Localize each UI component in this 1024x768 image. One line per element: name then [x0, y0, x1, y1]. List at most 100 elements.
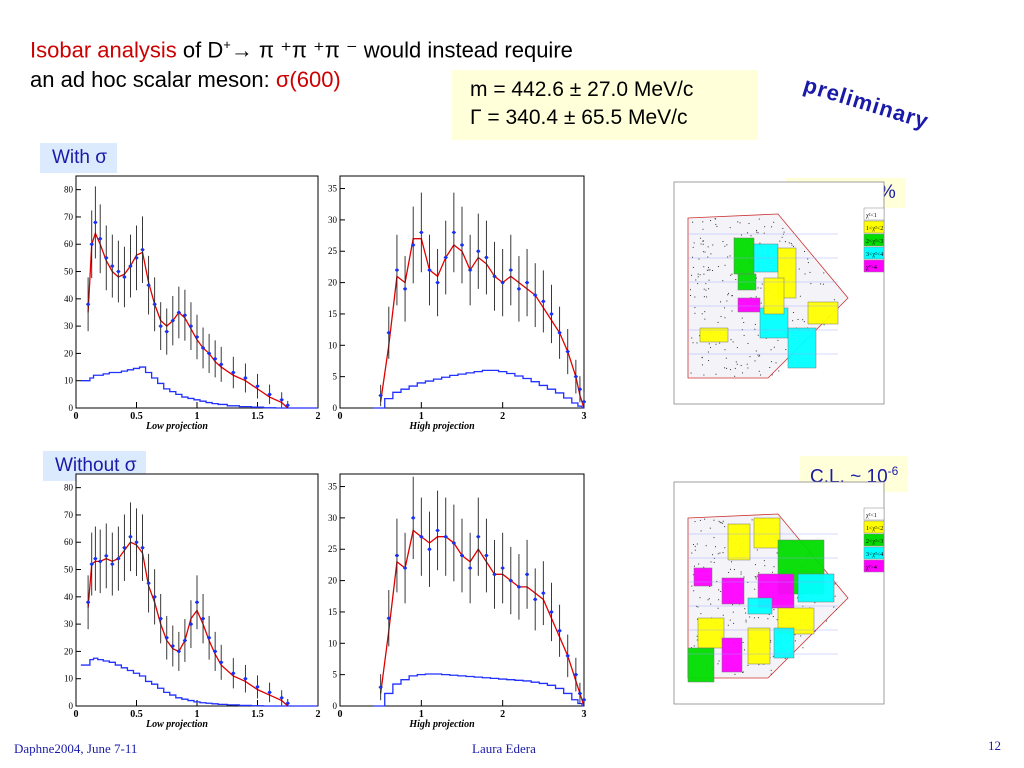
data-point — [286, 403, 290, 407]
dalitz-event-dot — [745, 621, 747, 623]
dalitz-event-dot — [710, 253, 712, 255]
dalitz-event-dot — [696, 605, 698, 607]
dalitz-event-dot — [718, 660, 720, 662]
dalitz-event-dot — [820, 283, 822, 285]
dalitz-event-dot — [729, 255, 731, 257]
fit-series-line — [87, 541, 289, 707]
dalitz-event-dot — [732, 611, 734, 613]
dalitz-event-dot — [784, 241, 786, 243]
dalitz-event-dot — [694, 307, 696, 309]
dalitz-event-dot — [704, 518, 706, 520]
dalitz-event-dot — [750, 297, 752, 299]
dalitz-event-dot — [690, 647, 692, 649]
dalitz-event-dot — [754, 576, 756, 578]
dalitz-event-dot — [747, 367, 749, 369]
data-point — [147, 581, 151, 585]
data-point — [395, 553, 399, 558]
dalitz-event-dot — [807, 258, 809, 260]
dalitz-event-dot — [709, 585, 711, 587]
data-point — [201, 346, 205, 350]
data-point — [541, 591, 545, 595]
data-point — [460, 243, 464, 247]
dalitz-event-dot — [788, 242, 790, 244]
dalitz-event-dot — [692, 574, 694, 576]
data-point — [268, 392, 272, 396]
x-tick-label: 1 — [419, 411, 424, 422]
dalitz-event-dot — [700, 530, 702, 532]
dalitz-event-dot — [697, 283, 699, 285]
dalitz-event-dot — [698, 563, 700, 565]
dalitz-event-dot — [755, 296, 757, 298]
y-tick-label: 80 — [64, 185, 74, 195]
dalitz-event-dot — [804, 250, 806, 252]
dalitz-event-dot — [696, 342, 698, 344]
dalitz-event-dot — [699, 335, 701, 337]
title-line2: an ad hoc scalar meson: — [30, 67, 276, 93]
dalitz-event-dot — [694, 549, 696, 551]
dalitz-event-dot — [758, 664, 760, 666]
dalitz-event-dot — [693, 565, 695, 567]
dalitz-event-dot — [759, 242, 761, 244]
dalitz-event-dot — [736, 363, 738, 365]
dalitz-event-dot — [802, 319, 804, 321]
y-tick-label: 15 — [328, 607, 338, 617]
dalitz-event-dot — [701, 364, 703, 366]
dalitz-event-dot — [722, 520, 724, 522]
data-point — [558, 331, 562, 335]
data-point — [533, 293, 537, 297]
dalitz-event-dot — [758, 355, 760, 357]
title-part-2: → π ⁺π ⁺π ⁻ would instead require — [230, 37, 573, 63]
dalitz-event-dot — [722, 522, 724, 524]
x-tick-label: 0 — [338, 411, 343, 422]
y-tick-label: 5 — [333, 372, 338, 382]
dalitz-event-dot — [822, 283, 824, 285]
dalitz-event-dot — [755, 578, 757, 580]
chi2-legend-label: 3<χ²<4 — [866, 552, 883, 558]
data-point — [549, 312, 554, 316]
plot-frame — [75, 175, 319, 409]
data-point — [90, 562, 94, 566]
data-point — [231, 370, 235, 375]
dalitz-event-dot — [727, 294, 729, 296]
dalitz-event-dot — [755, 277, 757, 279]
dalitz-event-dot — [763, 232, 765, 234]
dalitz-event-dot — [758, 572, 760, 574]
dalitz-event-dot — [701, 357, 703, 359]
data-point — [387, 331, 391, 335]
y-tick-label: 0 — [69, 403, 74, 413]
dalitz-event-dot — [724, 526, 726, 528]
dalitz-event-dot — [767, 618, 769, 620]
dalitz-event-dot — [705, 289, 707, 291]
dalitz-event-dot — [803, 321, 805, 323]
data-point — [153, 595, 157, 599]
dalitz-event-dot — [715, 223, 717, 225]
data-point — [517, 287, 521, 291]
chi2-legend-label: 1<χ²<2 — [866, 226, 883, 232]
dalitz-event-dot — [707, 256, 709, 258]
data-point — [582, 400, 586, 404]
dalitz-event-dot — [742, 671, 744, 673]
dalitz-event-dot — [772, 655, 774, 657]
data-point — [98, 237, 102, 241]
y-tick-label: 10 — [328, 638, 338, 648]
dalitz-event-dot — [710, 603, 712, 605]
data-point — [395, 268, 399, 272]
dalitz-event-dot — [693, 543, 695, 545]
dalitz-event-dot — [747, 581, 749, 583]
dalitz-event-dot — [757, 334, 759, 336]
y-tick-label: 70 — [64, 510, 74, 520]
x-tick-label: 2 — [316, 411, 321, 422]
data-point — [122, 546, 126, 550]
y-tick-label: 70 — [64, 212, 74, 222]
dalitz-event-dot — [826, 620, 828, 622]
x-tick-label: 0 — [74, 709, 79, 720]
dalitz-event-dot — [720, 315, 722, 317]
dalitz-event-dot — [793, 245, 795, 247]
chi2-legend-swatch — [863, 220, 885, 234]
dalitz-event-dot — [792, 320, 794, 322]
chi2-legend: χ²<1 1<χ²<2 2<χ²<3 3<χ²<4 χ²>4 — [863, 507, 885, 573]
dalitz-event-dot — [773, 346, 775, 348]
data-point — [501, 566, 505, 570]
dalitz-event-dot — [743, 321, 745, 323]
dalitz-event-dot — [804, 273, 806, 275]
